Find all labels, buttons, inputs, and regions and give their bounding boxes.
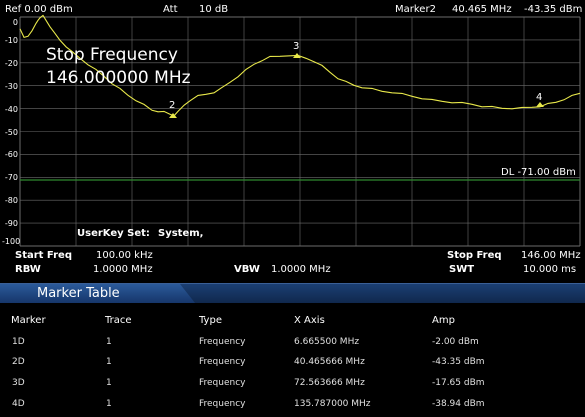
start-freq-value[interactable]: 100.00 kHz (96, 250, 153, 261)
cell-marker: 1D (12, 337, 25, 347)
cell-marker: 2D (12, 357, 25, 367)
col-type: Type (199, 315, 222, 326)
y-axis-tick-label: -90 (4, 219, 18, 229)
cell-trace: 1 (106, 378, 112, 388)
marker-3: 3 (293, 41, 301, 58)
cell-type: Frequency (199, 337, 246, 347)
marker-4-label: 4 (536, 92, 542, 103)
cell-amp: -43.35 dBm (432, 357, 485, 367)
col-marker: Marker (11, 315, 46, 326)
marker-table-header: Marker Table (0, 283, 585, 303)
cell-marker: 4D (12, 399, 25, 409)
cell-amp: -17.65 dBm (432, 378, 485, 388)
marker-readout-freq: 40.465 MHz (452, 4, 512, 15)
spectrum-plot[interactable]: 2 3 4 (0, 0, 585, 250)
plot-grid (19, 16, 581, 247)
swt-label: SWT (449, 264, 475, 275)
cell-trace: 1 (106, 399, 112, 409)
vbw-label: VBW (234, 264, 260, 275)
cell-trace: 1 (106, 337, 112, 347)
y-axis-tick-label: 0 (12, 18, 18, 27)
userkey-value: System, (158, 228, 204, 239)
stop-frequency-title: Stop Frequency (46, 45, 178, 65)
y-axis-tick-label: -20 (4, 58, 18, 68)
y-axis-tick-label: -10 (4, 35, 18, 45)
cell-amp: -2.00 dBm (432, 337, 479, 347)
vbw-value[interactable]: 1.0000 MHz (271, 264, 331, 275)
cell-x-axis: 135.787000 MHz (294, 399, 371, 409)
rbw-label: RBW (15, 264, 41, 275)
col-x-axis: X Axis (294, 315, 325, 326)
stop-freq-label: Stop Freq (447, 250, 502, 261)
att-label: Att (163, 4, 178, 15)
y-axis-tick-label: -50 (4, 127, 18, 137)
marker-table: Marker Trace Type X Axis Amp 1D 1 Freque… (0, 303, 585, 417)
marker-2: 2 (169, 100, 177, 118)
stop-freq-value[interactable]: 146.00 MHz (521, 250, 581, 261)
y-axis-tick-label: -60 (4, 150, 18, 160)
cell-type: Frequency (199, 399, 246, 409)
userkey-label: UserKey Set: (77, 228, 150, 239)
y-axis-tick-label: -40 (4, 104, 18, 114)
cell-x-axis: 6.665500 MHz (294, 337, 360, 347)
cell-amp: -38.94 dBm (432, 399, 485, 409)
col-amp: Amp (432, 315, 455, 326)
spectrum-trace (19, 14, 581, 117)
marker-2-label: 2 (169, 100, 175, 111)
marker-readout-amp: -43.35 dBm (524, 4, 583, 15)
y-axis-tick-label: -100 (2, 237, 21, 246)
cell-marker: 3D (12, 378, 25, 388)
swt-value[interactable]: 10.000 ms (523, 264, 577, 275)
cell-type: Frequency (199, 357, 246, 367)
cell-trace: 1 (106, 357, 112, 367)
marker-3-label: 3 (293, 41, 299, 52)
marker-readout-name: Marker2 (395, 4, 436, 15)
y-axis-tick-label: -70 (4, 173, 18, 183)
y-axis-tick-label: -80 (4, 196, 18, 206)
start-freq-label: Start Freq (15, 250, 72, 261)
col-trace: Trace (105, 315, 132, 326)
y-axis-tick-label: -30 (4, 81, 18, 91)
att-value: 10 dB (199, 4, 229, 15)
marker-4: 4 (536, 92, 544, 107)
marker-table-title: Marker Table (37, 286, 120, 301)
ref-level-label: Ref 0.00 dBm (5, 4, 73, 15)
cell-type: Frequency (199, 378, 246, 388)
stop-frequency-value: 146.000000 MHz (46, 68, 191, 88)
cell-x-axis: 40.465666 MHz (294, 357, 365, 367)
rbw-value[interactable]: 1.0000 MHz (93, 264, 153, 275)
display-line-label: DL -71.00 dBm (501, 167, 576, 178)
marker-table-tab[interactable] (0, 284, 195, 303)
cell-x-axis: 72.563666 MHz (294, 378, 365, 388)
